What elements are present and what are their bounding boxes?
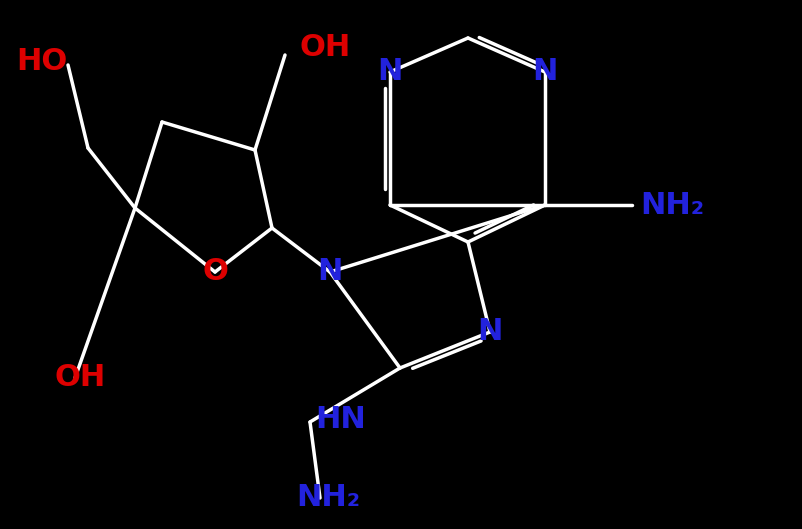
Text: OH: OH bbox=[55, 363, 106, 393]
Text: NH₂: NH₂ bbox=[639, 190, 703, 220]
Text: HN: HN bbox=[314, 406, 365, 434]
Text: OH: OH bbox=[300, 33, 350, 62]
Text: N: N bbox=[317, 258, 342, 287]
Text: N: N bbox=[377, 58, 402, 87]
Text: O: O bbox=[202, 258, 228, 287]
Text: HO: HO bbox=[17, 48, 68, 77]
Text: N: N bbox=[532, 58, 557, 87]
Text: N: N bbox=[476, 317, 502, 346]
Text: NH₂: NH₂ bbox=[296, 484, 359, 513]
